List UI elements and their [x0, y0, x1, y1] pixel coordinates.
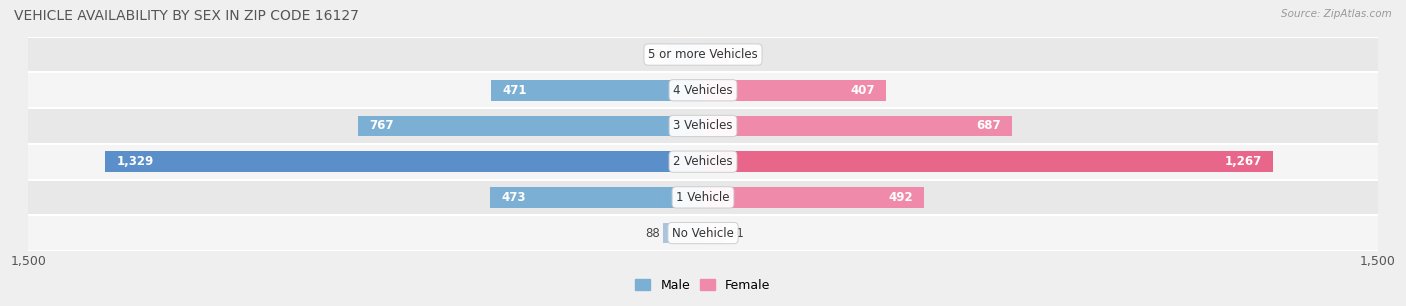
- Text: 1 Vehicle: 1 Vehicle: [676, 191, 730, 204]
- Text: VEHICLE AVAILABILITY BY SEX IN ZIP CODE 16127: VEHICLE AVAILABILITY BY SEX IN ZIP CODE …: [14, 9, 359, 23]
- Text: 492: 492: [889, 191, 912, 204]
- Text: 5 or more Vehicles: 5 or more Vehicles: [648, 48, 758, 61]
- Bar: [28, 37, 1378, 73]
- Bar: [28, 180, 1378, 215]
- Text: 407: 407: [851, 84, 875, 97]
- Bar: [28, 108, 1378, 144]
- Text: 471: 471: [502, 84, 527, 97]
- Text: 51: 51: [730, 226, 744, 240]
- Bar: [491, 80, 703, 101]
- Bar: [703, 116, 1012, 136]
- Bar: [703, 44, 730, 65]
- Text: 767: 767: [370, 119, 394, 132]
- Bar: [703, 187, 924, 208]
- Bar: [703, 80, 886, 101]
- Text: 1,329: 1,329: [117, 155, 153, 168]
- Text: No Vehicle: No Vehicle: [672, 226, 734, 240]
- Text: 1,267: 1,267: [1225, 155, 1261, 168]
- Bar: [703, 223, 725, 244]
- Bar: [664, 223, 703, 244]
- Text: 473: 473: [502, 191, 526, 204]
- Text: 88: 88: [645, 226, 659, 240]
- Bar: [491, 187, 703, 208]
- Text: 3 Vehicles: 3 Vehicles: [673, 119, 733, 132]
- Bar: [28, 73, 1378, 108]
- Bar: [28, 215, 1378, 251]
- Legend: Male, Female: Male, Female: [636, 279, 770, 292]
- Bar: [28, 144, 1378, 180]
- Text: 80: 80: [648, 48, 664, 61]
- Text: Source: ZipAtlas.com: Source: ZipAtlas.com: [1281, 9, 1392, 19]
- Bar: [359, 116, 703, 136]
- Text: 4 Vehicles: 4 Vehicles: [673, 84, 733, 97]
- Text: 2 Vehicles: 2 Vehicles: [673, 155, 733, 168]
- Text: 687: 687: [976, 119, 1001, 132]
- Bar: [105, 151, 703, 172]
- Text: 58: 58: [733, 48, 748, 61]
- Bar: [703, 151, 1272, 172]
- Bar: [666, 44, 703, 65]
